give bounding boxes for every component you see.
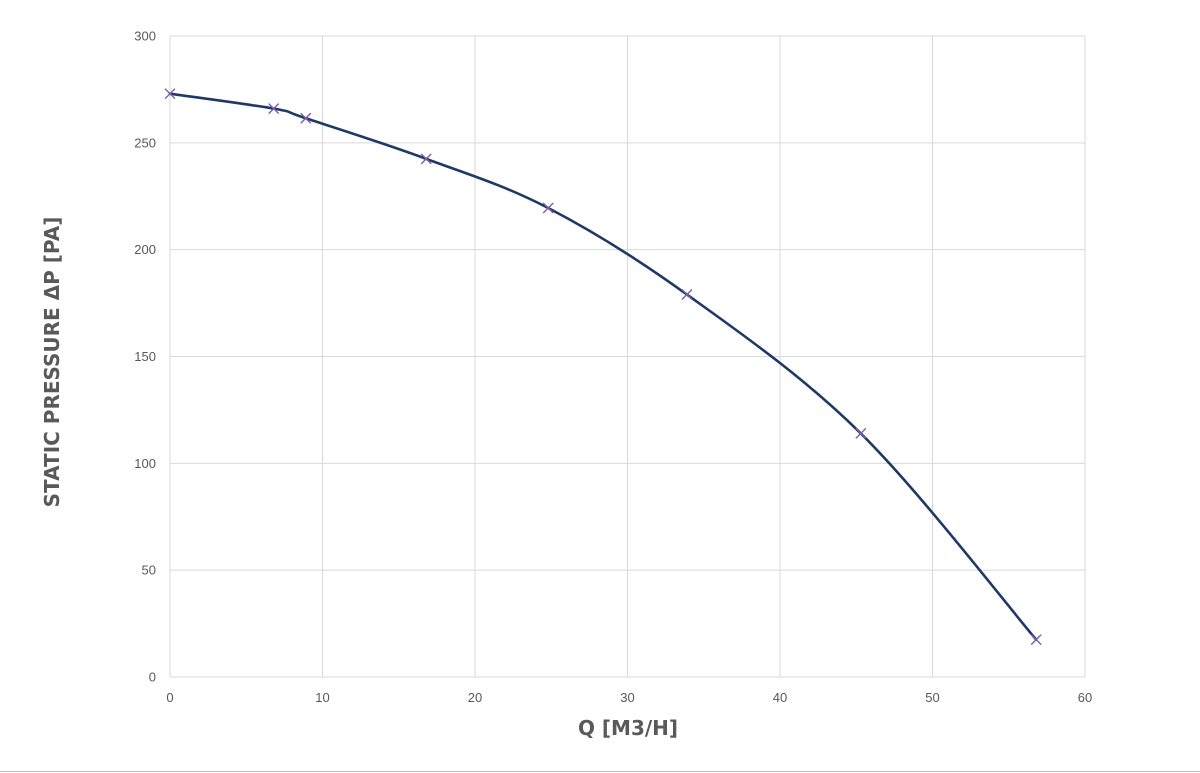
data-point: [855, 427, 867, 439]
data-point: [542, 202, 554, 214]
data-point: [420, 153, 432, 165]
x-tick-label: 40: [773, 690, 787, 705]
y-tick-label: 150: [134, 349, 156, 364]
tick-labels: 0 50 100 150 200 250 300 0 10 20 30 40 50 60: [134, 29, 1092, 706]
x-axis-title: Q [M3/H]: [578, 716, 678, 740]
x-tick-label: 10: [315, 690, 329, 705]
data-point: [681, 289, 693, 301]
y-tick-label: 250: [134, 135, 156, 150]
x-tick-label: 60: [1078, 690, 1092, 705]
y-axis-title: STATIC PRESSURE ΔP [PA]: [40, 217, 64, 508]
x-tick-label: 20: [468, 690, 482, 705]
x-tick-label: 0: [166, 690, 173, 705]
y-tick-label: 50: [142, 563, 156, 578]
x-tick-label: 30: [620, 690, 634, 705]
series-layer: [168, 92, 1038, 641]
y-tick-label: 0: [149, 670, 156, 685]
markers: [164, 88, 1042, 646]
bottom-divider: [0, 771, 1200, 772]
data-point: [164, 88, 176, 100]
y-tick-label: 200: [134, 242, 156, 257]
data-point: [268, 103, 280, 115]
series-line: [168, 92, 1038, 641]
x-tick-label: 50: [925, 690, 939, 705]
data-point: [1030, 634, 1042, 646]
y-tick-label: 300: [134, 29, 156, 44]
gridlines: [169, 35, 1086, 678]
y-tick-label: 100: [134, 456, 156, 471]
data-point: [300, 112, 312, 124]
